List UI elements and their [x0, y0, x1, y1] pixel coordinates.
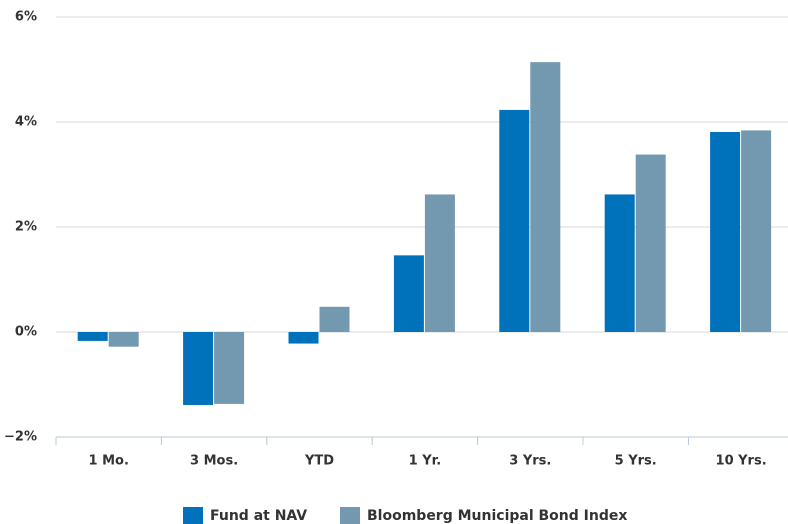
x-tick-label: 10 Yrs. [716, 454, 767, 469]
x-tick-label: 3 Yrs. [509, 454, 551, 469]
bar [424, 194, 455, 332]
bar [499, 109, 530, 332]
legend-label: Fund at NAV [210, 508, 307, 524]
bar [108, 332, 139, 347]
y-tick-label: 0% [15, 325, 37, 340]
x-tick-label: YTD [304, 454, 334, 469]
y-tick-label: −2% [4, 430, 37, 445]
y-tick-label: 2% [15, 220, 37, 235]
bar [741, 130, 772, 332]
bar [183, 332, 214, 405]
bar [319, 306, 350, 332]
legend-swatch [340, 507, 360, 524]
legend-swatch [183, 507, 203, 524]
x-tick-label: 1 Mo. [89, 454, 129, 469]
bar [77, 332, 108, 341]
bar [604, 194, 635, 332]
bar [710, 131, 741, 332]
bar [393, 255, 424, 332]
bar [530, 62, 561, 333]
bar [214, 332, 245, 404]
x-tick-label: 3 Mos. [190, 454, 238, 469]
y-tick-label: 6% [15, 10, 37, 25]
legend-label: Bloomberg Municipal Bond Index [367, 508, 627, 524]
x-tick-label: 5 Yrs. [615, 454, 657, 469]
x-tick-label: 1 Yr. [409, 454, 441, 469]
bar [635, 154, 666, 332]
bar [288, 332, 319, 344]
y-tick-label: 4% [15, 115, 37, 130]
